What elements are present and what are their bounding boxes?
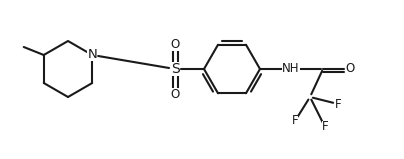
Text: F: F — [292, 114, 298, 128]
Text: F: F — [322, 121, 328, 134]
Text: S: S — [170, 62, 179, 76]
Text: O: O — [170, 87, 180, 100]
Text: O: O — [345, 62, 355, 76]
Text: O: O — [170, 38, 180, 51]
Text: F: F — [335, 97, 341, 111]
Text: N: N — [87, 48, 97, 62]
Text: NH: NH — [282, 62, 300, 76]
